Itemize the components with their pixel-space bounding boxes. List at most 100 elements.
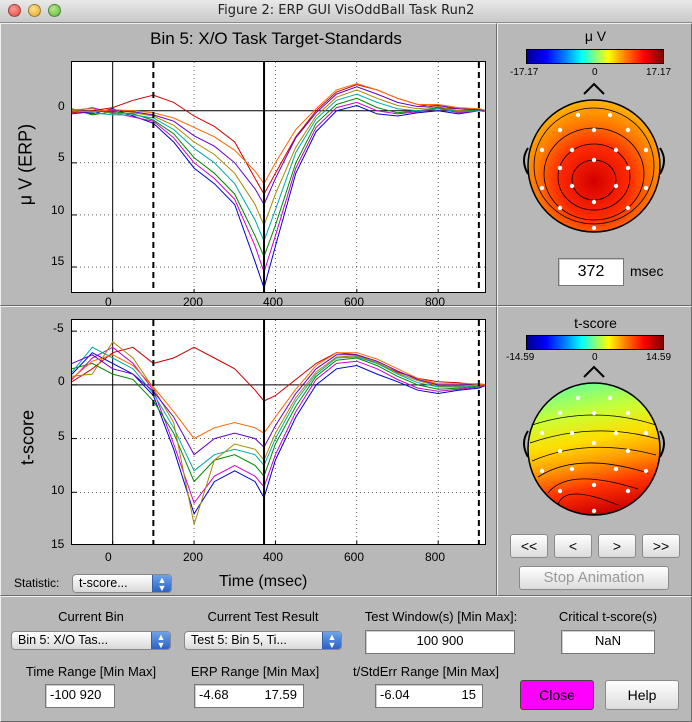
right-ear-icon bbox=[659, 430, 665, 458]
current-bin-select[interactable]: Bin 5: X/O Tas... ▲ ▼ bbox=[11, 631, 171, 650]
tscore-series-7 bbox=[72, 352, 485, 440]
tscore-ytick-neg5: -5 bbox=[53, 321, 64, 335]
head-outline bbox=[527, 382, 661, 516]
stop-animation-button[interactable]: Stop Animation bbox=[519, 566, 669, 590]
erp-chart-svg bbox=[72, 62, 485, 292]
tscore-xtick-800: 800 bbox=[425, 550, 446, 564]
help-button[interactable]: Help bbox=[605, 680, 679, 710]
head-outline bbox=[527, 99, 661, 233]
tscore-colorbar-mid: 0 bbox=[592, 352, 598, 363]
first-frame-button[interactable]: << bbox=[510, 534, 548, 558]
erp-topo-title: μ V bbox=[584, 28, 607, 44]
erp-colorbar-max: 17.17 bbox=[646, 67, 672, 78]
tscore-series-2 bbox=[72, 357, 485, 483]
tscore-series-3 bbox=[72, 346, 485, 402]
tscore-scalp-map bbox=[523, 365, 665, 516]
window-titlebar: Figure 2: ERP GUI VisOddBall Task Run2 bbox=[0, 0, 692, 23]
test-window-input[interactable]: 100 900 bbox=[365, 630, 515, 654]
tscore-ylabel: t-score bbox=[17, 410, 38, 466]
tscore-colorbar-max: 14.59 bbox=[646, 352, 672, 363]
current-test-label: Current Test Result bbox=[207, 609, 319, 624]
tscore-series-5 bbox=[72, 341, 485, 525]
critical-tscore-input[interactable]: NaN bbox=[561, 630, 655, 654]
erp-ytick-5: 5 bbox=[58, 150, 65, 164]
tscore-ytick-15: 15 bbox=[51, 537, 65, 551]
tscore-ytick-10: 10 bbox=[51, 483, 65, 497]
erp-plot-title: Bin 5: X/O Task Target-Standards bbox=[150, 29, 402, 48]
statistic-select-value: t-score... bbox=[79, 576, 128, 590]
close-button[interactable]: Close bbox=[520, 680, 594, 710]
zoom-window-icon[interactable] bbox=[48, 4, 61, 17]
erp-xtick-400: 400 bbox=[263, 295, 284, 309]
tstd-range-max: 15 bbox=[461, 687, 476, 702]
tstd-range-input[interactable]: -6.04 15 bbox=[375, 684, 483, 708]
window-title: Figure 2: ERP GUI VisOddBall Task Run2 bbox=[217, 3, 475, 18]
right-ear-icon bbox=[659, 147, 665, 175]
time-unit-label: msec bbox=[630, 263, 664, 279]
tscore-topo-panel: t-score -14.59 0 14.59 bbox=[497, 306, 692, 596]
close-window-icon[interactable] bbox=[8, 4, 21, 17]
tscore-xtick-400: 400 bbox=[263, 550, 284, 564]
tscore-colorbar bbox=[526, 335, 664, 350]
erp-xtick-800: 800 bbox=[425, 295, 446, 309]
erp-series-7 bbox=[72, 83, 485, 185]
erp-ytick-15: 15 bbox=[51, 254, 65, 268]
chevron-updown-icon: ▲ ▼ bbox=[322, 632, 341, 649]
erp-series-4 bbox=[72, 93, 485, 243]
tscore-plot-panel: t-score -5 0 5 10 15 0 200 400 600 800 T… bbox=[0, 306, 497, 596]
erp-ytick-0: 0 bbox=[58, 99, 65, 113]
erp-colorbar bbox=[526, 49, 664, 64]
current-bin-label: Current Bin bbox=[58, 609, 124, 624]
time-range-input[interactable]: -100 920 bbox=[45, 684, 115, 708]
erp-range-max: 17.59 bbox=[264, 687, 297, 702]
current-test-select[interactable]: Test 5: Bin 5, Ti... ▲ ▼ bbox=[184, 631, 342, 650]
chevron-updown-icon: ▲ ▼ bbox=[152, 575, 171, 592]
left-ear-icon bbox=[523, 430, 529, 458]
erp-range-label: ERP Range [Min Max] bbox=[190, 664, 320, 679]
chevron-updown-icon: ▲ ▼ bbox=[151, 632, 170, 649]
last-frame-button[interactable]: >> bbox=[642, 534, 680, 558]
erp-topo-panel: μ V -17.17 0 17.17 372 bbox=[497, 23, 692, 306]
next-frame-button[interactable]: > bbox=[598, 534, 636, 558]
time-range-label: Time Range [Min Max] bbox=[25, 664, 157, 679]
erp-plot-area bbox=[71, 61, 486, 293]
electrode-dots bbox=[539, 395, 649, 514]
tscore-ytick-5: 5 bbox=[58, 429, 65, 443]
electrode-dots bbox=[539, 112, 649, 231]
erp-colorbar-mid: 0 bbox=[592, 67, 598, 78]
erp-plot-panel: Bin 5: X/O Task Target-Standards μ V (ER… bbox=[0, 23, 497, 309]
erp-range-min: -4.68 bbox=[199, 687, 229, 702]
tscore-xtick-600: 600 bbox=[344, 550, 365, 564]
erp-ylabel: μ V (ERP) bbox=[15, 123, 36, 206]
tstd-range-min: -6.04 bbox=[380, 687, 410, 702]
erp-series-6 bbox=[72, 86, 485, 206]
critical-tscore-label: Critical t-score(s) bbox=[558, 609, 658, 624]
erp-series-5 bbox=[72, 89, 485, 227]
tscore-colorbar-min: -14.59 bbox=[506, 352, 535, 363]
tscore-xtick-200: 200 bbox=[183, 550, 204, 564]
nose-icon bbox=[583, 82, 605, 95]
erp-colorbar-min: -17.17 bbox=[510, 67, 539, 78]
erp-series-1 bbox=[72, 101, 485, 274]
erp-ytick-10: 10 bbox=[51, 203, 65, 217]
tscore-plot-area bbox=[71, 319, 486, 545]
nose-icon bbox=[583, 365, 605, 378]
erp-range-input[interactable]: -4.68 17.59 bbox=[194, 684, 304, 708]
erp-series-3 bbox=[72, 84, 485, 196]
statistic-label: Statistic: bbox=[14, 576, 60, 590]
tscore-series-0 bbox=[72, 352, 485, 515]
erp-xtick-600: 600 bbox=[344, 295, 365, 309]
statistic-select[interactable]: t-score... ▲ ▼ bbox=[72, 574, 172, 593]
current-bin-value: Bin 5: X/O Tas... bbox=[18, 633, 109, 647]
tscore-xlabel: Time (msec) bbox=[219, 573, 308, 590]
controls-panel: Current Bin Bin 5: X/O Tas... ▲ ▼ Current… bbox=[0, 596, 692, 722]
erp-series-0 bbox=[72, 104, 485, 290]
prev-frame-button[interactable]: < bbox=[554, 534, 592, 558]
erp-scalp-map bbox=[523, 82, 665, 233]
erp-xtick-0: 0 bbox=[105, 295, 112, 309]
tstd-range-label: t/StdErr Range [Min Max] bbox=[353, 664, 499, 679]
tscore-series-6 bbox=[72, 354, 485, 456]
time-input[interactable]: 372 bbox=[558, 258, 624, 286]
tscore-topo-title: t-score bbox=[574, 315, 617, 331]
minimize-window-icon[interactable] bbox=[28, 4, 41, 17]
